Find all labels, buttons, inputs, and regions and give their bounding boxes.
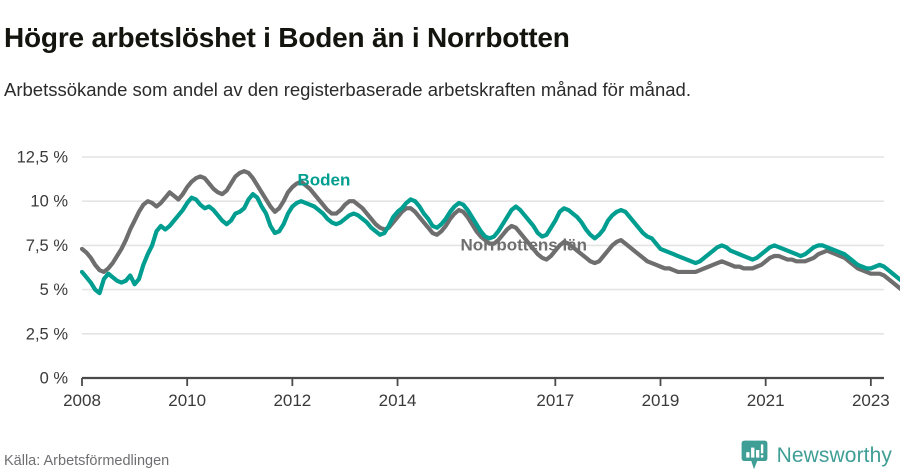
chart-subtitle: Arbetssökande som andel av den registerb… [4, 78, 691, 100]
x-axis-labels: 2008 2010 2012 2014 2017 2019 2021 2023 [63, 391, 890, 410]
x-axis [81, 376, 884, 386]
y-axis-tick-label: 7,5 % [26, 237, 69, 255]
x-axis-tick-label: 2014 [379, 391, 417, 410]
x-axis-tick-label: 2023 [852, 391, 890, 410]
x-axis-tick-label: 2008 [63, 391, 101, 410]
y-axis-tick-label: 10 % [30, 193, 68, 211]
x-axis-tick-label: 2019 [642, 391, 680, 410]
y-axis-tick-label: 5 % [40, 281, 69, 299]
data-series [79, 169, 900, 296]
series-inline-labels: Boden Norrbottens län [297, 170, 587, 254]
series-label-boden: Boden [297, 170, 350, 189]
y-axis-labels: 0 % 2,5 % 5 % 7,5 % 10 % 12,5 % [17, 149, 69, 388]
x-axis-tick-label: 2021 [747, 391, 785, 410]
page-title: Högre arbetslöshet i Boden än i Norrbott… [4, 21, 570, 53]
grid-lines [82, 156, 884, 335]
y-axis-tick-label: 2,5 % [26, 325, 69, 343]
y-axis-tick-label: 0 % [40, 370, 69, 388]
logo-svg [741, 440, 768, 470]
newsworthy-wordmark: Newsworthy [776, 443, 892, 467]
x-axis-tick-label: 2012 [273, 391, 311, 410]
series-label-norrbottens-län: Norrbottens län [460, 236, 587, 255]
newsworthy-bubble-chart-icon [741, 440, 768, 470]
newsworthy-logo: Newsworthy [741, 440, 892, 470]
chart-canvas: 0 % 2,5 % 5 % 7,5 % 10 % 12,5 % 2008 2010 2012 2… [0, 140, 900, 430]
x-axis-tick-label: 2017 [536, 391, 574, 410]
source-note: Källa: Arbetsförmedlingen [4, 453, 170, 469]
line-chart: 0 %2,5 %5 %7,5 %10 %12,5 % 2008 2010 2012 2… [17, 149, 900, 410]
y-axis-tick-label: 12,5 % [17, 149, 69, 167]
series-line-norrbottens-län [79, 169, 900, 292]
x-axis-tick-label: 2010 [168, 391, 206, 410]
series-line-boden [79, 192, 900, 296]
